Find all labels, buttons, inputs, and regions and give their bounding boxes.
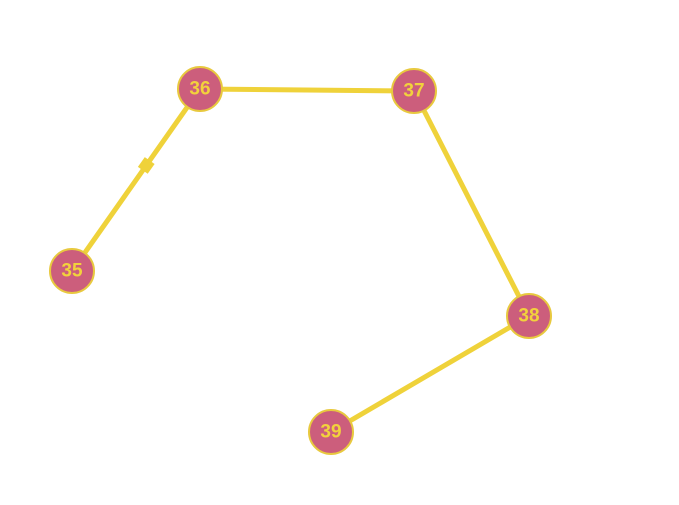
node-circle[interactable] [49, 248, 95, 294]
node-label: 35 [61, 261, 83, 282]
edge-marker-35-36 [137, 157, 155, 174]
nodes-layer: 35 36 37 38 39 [49, 66, 552, 455]
node-36[interactable]: 36 [177, 66, 223, 112]
node-label: 38 [518, 306, 539, 327]
node-circle[interactable] [391, 68, 437, 114]
node-label: 39 [320, 422, 341, 443]
node-38[interactable]: 38 [506, 293, 552, 339]
edge-38-39 [328, 313, 532, 435]
edge-36-37 [197, 86, 417, 94]
node-circle[interactable] [506, 293, 552, 339]
node-35[interactable]: 35 [49, 248, 95, 294]
node-37[interactable]: 37 [391, 68, 437, 114]
node-39[interactable]: 39 [308, 409, 354, 455]
node-circle[interactable] [177, 66, 223, 112]
node-circle[interactable] [308, 409, 354, 455]
edge-35-36 [69, 86, 203, 274]
edges-layer [69, 86, 532, 435]
edge-37-38 [411, 88, 532, 319]
node-label: 37 [403, 81, 424, 102]
node-label: 36 [189, 79, 210, 100]
